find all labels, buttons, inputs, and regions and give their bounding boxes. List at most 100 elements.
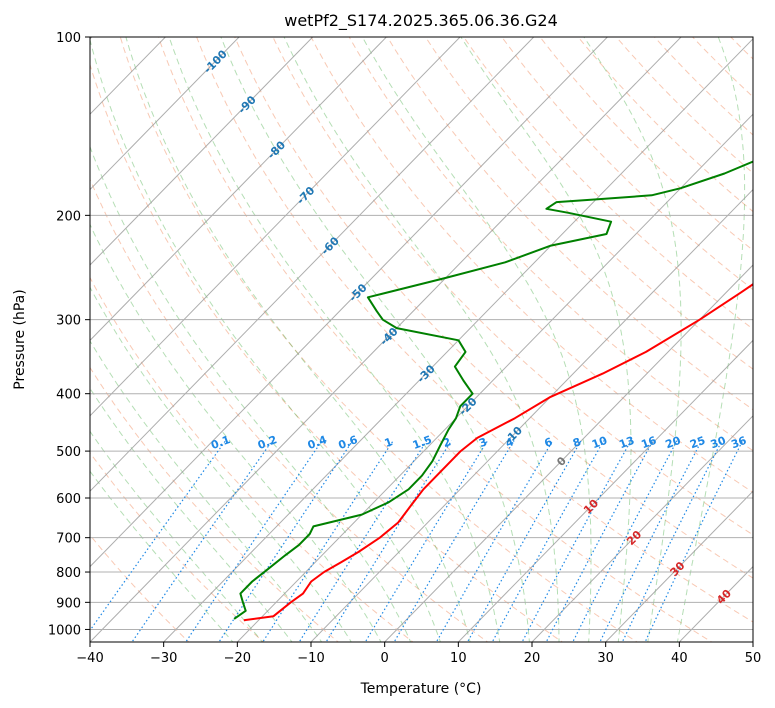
isotherm-line [310,188,753,642]
temperature-line [243,283,753,622]
x-axis-label: Temperature (°C) [360,681,482,697]
dry-adiabat [463,37,753,330]
mixing-ratio-label: 1.5 [411,433,434,452]
dry-adiabat [730,37,753,60]
dry-adiabat [234,37,753,579]
y-tick-label: 800 [56,566,81,581]
mixing-ratio-label: 30 [709,434,728,452]
mixing-ratio-label: 8 [571,435,583,450]
y-tick-label: 200 [56,209,81,224]
x-tick-label: −40 [76,651,103,666]
isotherm-line [162,38,753,642]
dry-adiabat [348,37,753,452]
mixing-ratio-label: 0.1 [209,433,232,452]
mixing-ratio-line [262,440,394,642]
y-tick-label: 600 [56,492,81,507]
isotherm-line [90,37,682,642]
dry-adiabat [90,276,414,642]
y-tick-label: 700 [56,532,81,547]
dry-adiabat [615,37,753,174]
isotherm-line [678,565,753,642]
isotherm-line [90,37,240,191]
profile-lines [233,160,753,622]
chart-title: wetPf2_S174.2025.365.06.36.G24 [284,11,558,31]
mixing-ratio-label: 4 [504,435,516,450]
dry-adiabat [90,63,564,642]
moist-adiabat [283,37,560,642]
y-axis-label: Pressure (hPa) [12,289,28,389]
mixing-ratio-labels: 0.1 0.2 0.4 0.6 1 1.5 2 3 4 6 8 10 13 16 20 25 30 36 [209,433,748,452]
moist-adiabat [125,37,471,642]
mixing-ratio-label: 0.6 [337,433,360,452]
mixing-ratio-line [364,440,489,642]
mixing-ratio-line [435,440,554,642]
dry-adiabat [653,37,753,136]
moist-adiabat [90,223,382,642]
mixing-ratio-line [572,440,678,642]
isotherm-line [90,37,388,342]
mixing-ratio-line [218,440,354,642]
mixing-ratio-line [325,440,453,642]
mixing-ratio-label: 1 [383,435,395,450]
dry-adiabat [157,37,713,642]
isotherm-line [752,641,753,642]
plot-frame [89,36,754,643]
x-tick-label: 40 [671,651,688,666]
mixing-ratio-label: 36 [729,434,748,452]
mixing-ratio-label: 20 [664,434,683,452]
dry-adiabat [386,37,753,411]
mixing-ratio-line [521,440,632,642]
dry-adiabat [90,451,265,642]
dry-adiabat [424,37,753,370]
mixing-ratio-line [491,440,605,642]
x-tick-label: 0 [381,651,389,666]
mixing-ratio-line [644,440,744,642]
x-tick-label: 20 [524,651,541,666]
y-axis: 100 200 300 400 500 600 700 800 900 1000 [48,31,90,638]
background-lines [90,24,775,645]
isotherm-line [90,37,314,266]
isotherm-line [531,415,753,642]
isotherm-line [90,37,461,417]
x-tick-label: −30 [150,651,177,666]
isotherm-line [236,113,753,642]
moist-adiabat [90,387,293,642]
mixing-ratio-line [393,440,515,642]
dry-adiabat [272,37,753,536]
isotherm-line [383,264,753,642]
x-tick-label: 50 [745,651,762,666]
moist-adiabat [168,37,501,642]
y-tick-label: 300 [56,314,81,329]
isotherm-line [90,37,535,492]
mixing-ratio-line [545,440,654,642]
y-tick-label: 500 [56,445,81,460]
mixing-ratio-label: 3 [477,435,489,450]
mixing-ratio-label: 13 [617,434,636,451]
moist-adiabat [90,470,234,642]
mixing-ratio-line [90,440,227,632]
mixing-ratio-line [298,440,428,642]
x-tick-label: −20 [224,651,251,666]
isotherm-line [604,490,753,642]
y-tick-label: 400 [56,388,81,403]
dry-adiabat [756,24,775,645]
isotherm-line [90,37,609,568]
isotherm-label: -100 [201,47,230,76]
mixing-ratio-label: 0.4 [306,433,329,452]
isotherm-line [457,339,753,642]
y-tick-label: 1000 [48,623,81,638]
mixing-ratio-label: 0.2 [256,433,279,452]
x-axis: −40 −30 −20 −10 0 10 20 30 40 50 [76,642,761,666]
dewpoint-line [233,160,753,620]
mixing-ratio-label: 2 [441,435,453,450]
y-tick-label: 100 [56,31,81,46]
dry-adiabat [577,37,753,213]
mixing-ratio-label: 6 [543,435,555,450]
x-tick-label: 10 [450,651,467,666]
mixing-ratio-label: 10 [590,434,609,452]
dry-adiabat [310,37,753,494]
x-tick-label: −10 [297,651,324,666]
mixing-ratio-line [466,440,582,642]
